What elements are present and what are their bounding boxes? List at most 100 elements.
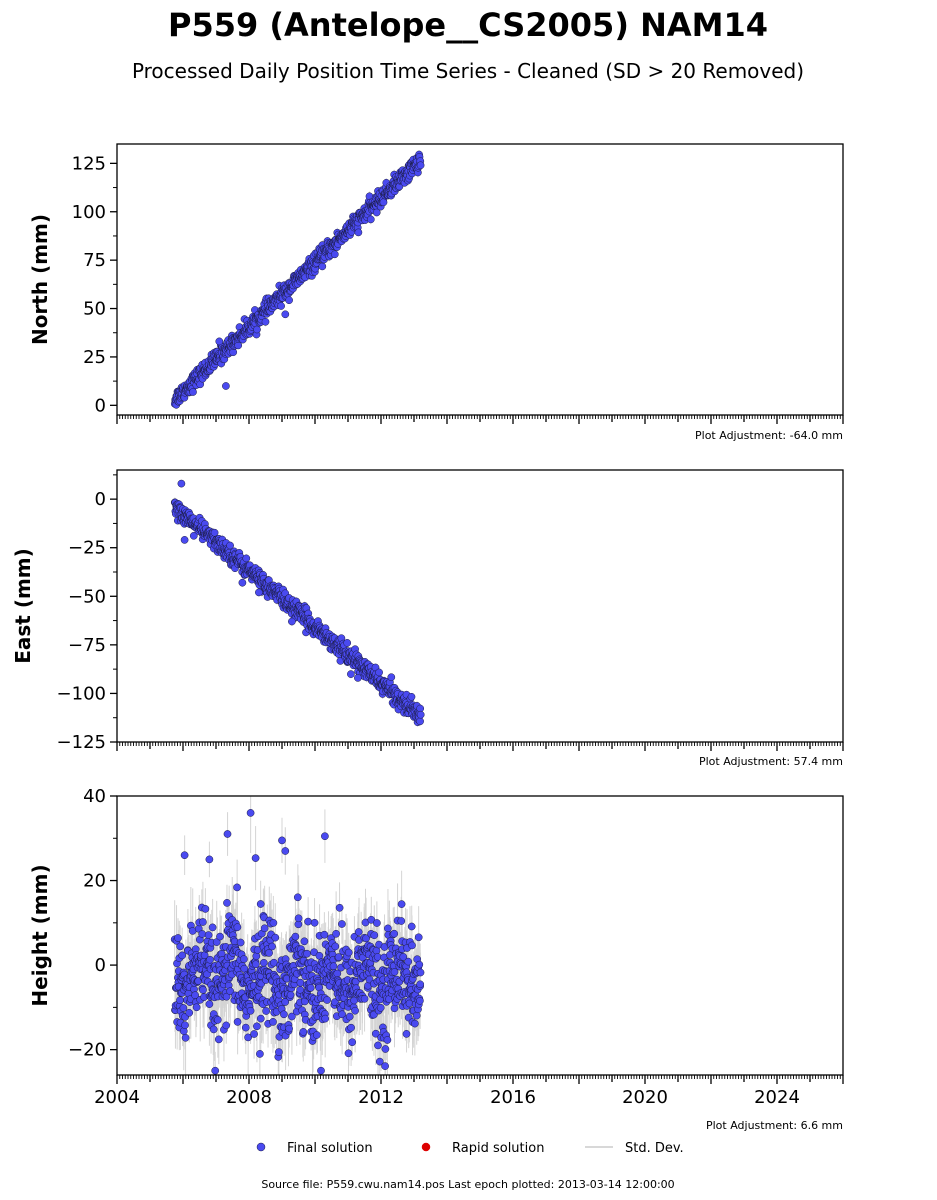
data-point	[262, 1007, 270, 1015]
data-point	[215, 337, 224, 346]
data-point	[214, 1035, 223, 1044]
data-point	[310, 918, 319, 927]
data-point	[304, 917, 312, 926]
data-point	[189, 531, 198, 540]
data-point	[350, 996, 358, 1005]
data-point	[256, 900, 265, 908]
height-points	[170, 809, 425, 1075]
north-y-tick-label: 100	[72, 202, 106, 223]
data-point	[233, 923, 242, 932]
data-point	[208, 923, 217, 932]
data-point	[379, 198, 388, 207]
data-point	[329, 962, 338, 971]
data-point	[226, 541, 234, 550]
data-point	[242, 554, 251, 563]
north-y-axis-label: North (mm)	[28, 214, 52, 345]
data-point	[323, 996, 331, 1004]
data-point	[234, 341, 243, 350]
height-panel: −20 0 20 40 Height (mm) Plot Adjustment: 6.6 …	[28, 786, 844, 1132]
legend-label: Final solution	[287, 1141, 373, 1156]
north-y-tick-label: 50	[83, 299, 106, 320]
height-plot-adjustment: Plot Adjustment: 6.6 mm	[706, 1119, 843, 1132]
data-point	[354, 228, 363, 237]
data-point	[381, 1045, 390, 1053]
data-point	[347, 670, 355, 678]
east-data-layer	[170, 479, 425, 727]
data-point	[335, 903, 344, 912]
north-y-tick-label: 125	[72, 153, 106, 174]
data-point	[288, 1012, 296, 1021]
chart-subtitle: Processed Daily Position Time Series - C…	[132, 59, 804, 83]
data-point	[344, 1049, 353, 1058]
data-point	[192, 1003, 201, 1012]
height-data-layer	[170, 796, 425, 1075]
height-y-axis-label: Height (mm)	[28, 864, 52, 1006]
data-point	[354, 928, 363, 936]
data-point	[345, 1012, 354, 1021]
data-point	[416, 161, 425, 170]
data-point	[209, 1025, 218, 1034]
data-point	[259, 958, 268, 967]
data-point	[310, 948, 318, 957]
data-point	[402, 1030, 411, 1038]
data-point	[375, 1057, 384, 1066]
data-point	[281, 310, 290, 319]
north-plot-adjustment: Plot Adjustment: -64.0 mm	[695, 429, 843, 442]
data-point	[373, 953, 382, 961]
data-point	[256, 1050, 264, 1058]
legend-item: Final solution	[256, 1141, 373, 1156]
data-point	[384, 924, 392, 933]
data-point	[399, 953, 408, 961]
data-point	[285, 296, 293, 305]
data-point	[181, 1021, 189, 1030]
data-point	[416, 968, 425, 977]
data-point	[174, 934, 182, 942]
x-tick-label: 2008	[226, 1087, 272, 1108]
data-point	[255, 588, 263, 597]
data-point	[288, 617, 296, 626]
east-y-tick-label: −75	[68, 635, 106, 656]
data-point	[271, 933, 280, 942]
data-point	[303, 949, 311, 958]
data-point	[291, 932, 300, 941]
data-point	[343, 639, 352, 647]
height-y-tick-label: 0	[95, 955, 106, 976]
data-point	[381, 1062, 389, 1070]
legend: Final solution Rapid solution Std. Dev.	[256, 1141, 684, 1156]
data-point	[317, 1066, 325, 1075]
x-tick-label: 2024	[754, 1087, 800, 1108]
data-point	[233, 1018, 242, 1026]
data-point	[407, 922, 416, 931]
source-footer: Source file: P559.cwu.nam14.pos Last epo…	[261, 1178, 674, 1191]
data-point	[253, 325, 261, 334]
data-point	[206, 955, 214, 964]
data-point	[374, 1041, 382, 1050]
data-point	[285, 1024, 293, 1033]
data-point	[210, 528, 219, 537]
data-point	[201, 905, 210, 913]
data-point	[222, 382, 230, 390]
east-y-tick-label: −125	[57, 732, 106, 753]
data-point	[251, 854, 260, 862]
north-y-tick-label: 75	[83, 250, 106, 271]
data-point	[281, 998, 290, 1006]
data-point	[179, 1004, 188, 1012]
x-tick-label: 2012	[358, 1087, 404, 1108]
east-y-axis-label: East (mm)	[11, 548, 35, 664]
data-point	[199, 918, 207, 926]
data-point	[338, 1010, 346, 1019]
data-point	[300, 937, 309, 946]
data-point	[246, 1006, 255, 1015]
data-point	[211, 1066, 220, 1075]
data-point	[383, 1036, 392, 1044]
data-point	[178, 951, 187, 960]
data-point	[205, 1000, 214, 1008]
data-point	[280, 1010, 288, 1019]
data-point	[375, 668, 383, 677]
data-point	[332, 929, 340, 938]
east-y-tick-label: −50	[68, 586, 106, 607]
data-point	[370, 931, 379, 940]
data-point	[185, 1008, 194, 1017]
data-point	[240, 955, 248, 963]
data-point	[213, 1016, 222, 1024]
